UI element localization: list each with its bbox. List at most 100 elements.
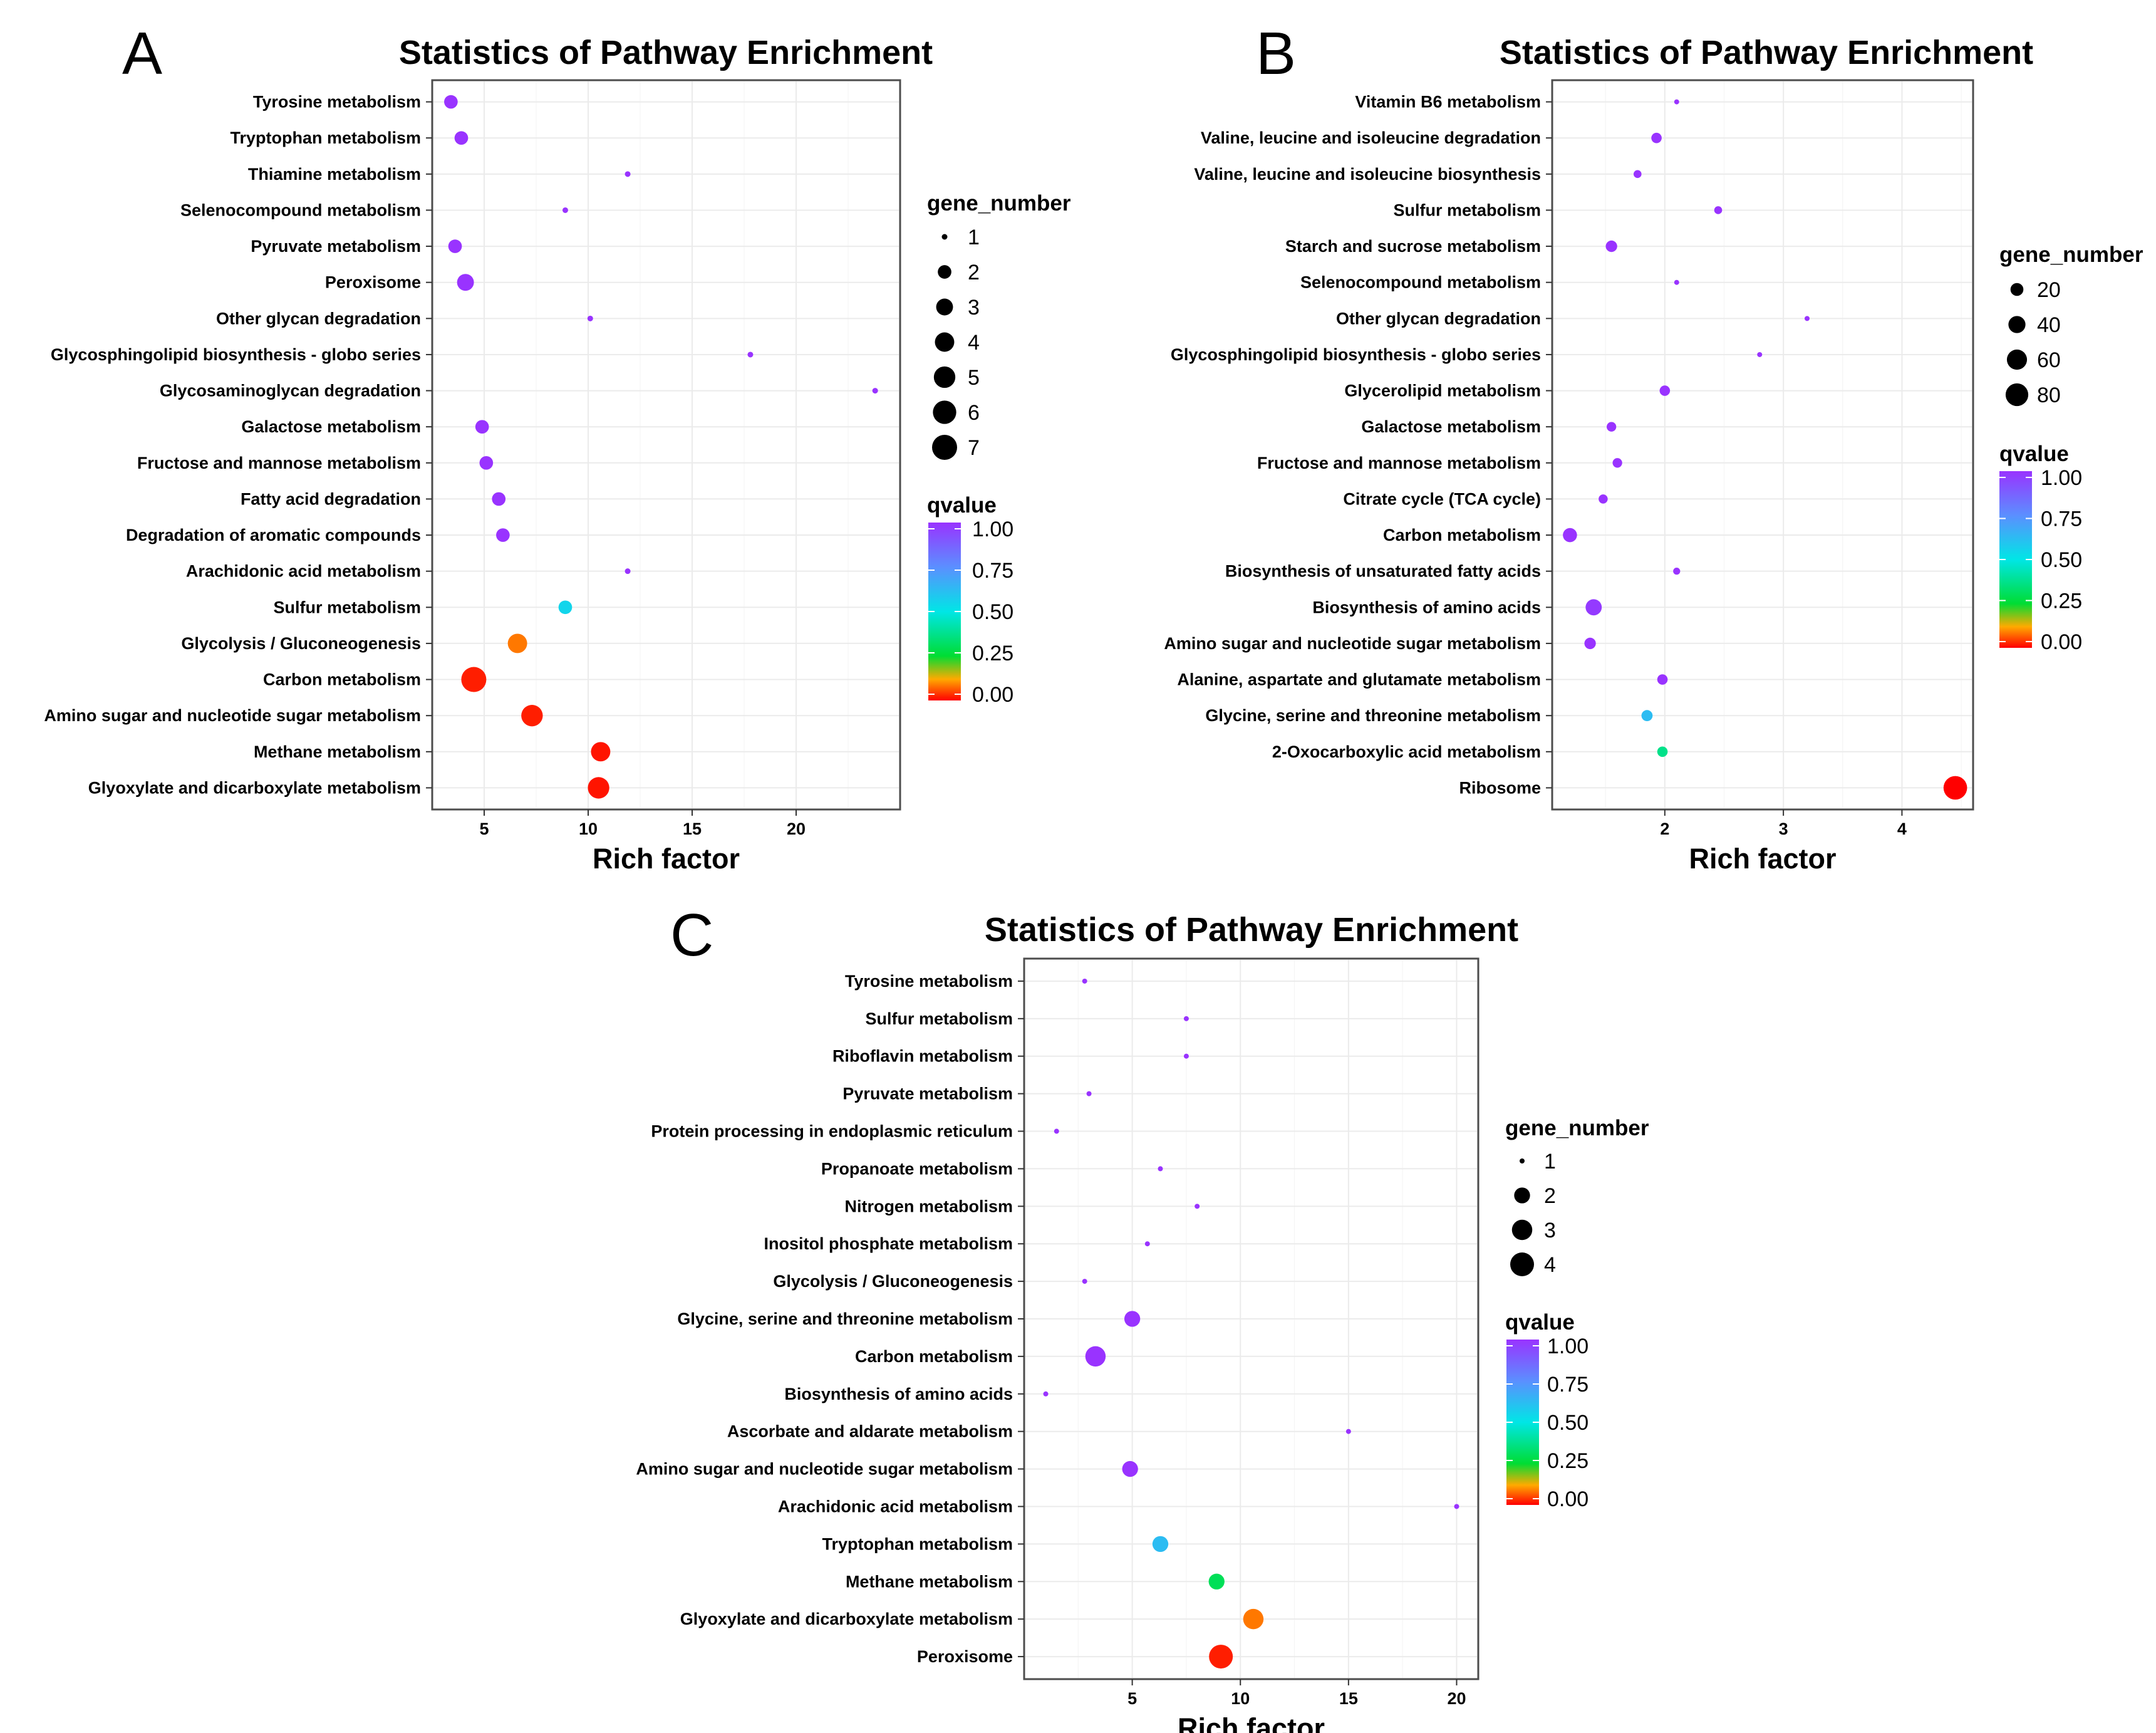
color-legend-label: 1.00	[2041, 466, 2082, 490]
y-tick-label: Peroxisome	[917, 1647, 1013, 1666]
data-point	[1651, 132, 1662, 143]
y-tick-label: Peroxisome	[325, 273, 421, 292]
y-tick-label: Selenocompound metabolism	[180, 200, 421, 219]
data-point	[1607, 422, 1617, 432]
y-tick-label: Glyoxylate and dicarboxylate metabolism	[680, 1610, 1013, 1628]
color-legend-label: 0.75	[1547, 1373, 1588, 1397]
data-point	[625, 568, 631, 575]
data-point	[1585, 599, 1602, 616]
data-point	[1757, 351, 1763, 357]
data-point	[1209, 1645, 1233, 1669]
size-legend-label: 7	[968, 436, 980, 460]
chart-title: Statistics of Pathway Enrichment	[985, 911, 1518, 949]
panel-c: Statistics of Pathway Enrichment Tyrosine…	[636, 911, 1649, 1733]
color-legend-label: 0.00	[972, 683, 1013, 707]
y-tick-label: Propanoate metabolism	[821, 1159, 1013, 1178]
size-legend-title: gene_number	[927, 191, 1071, 216]
size-legend-label: 1	[968, 226, 980, 249]
size-legend-dot	[2010, 283, 2024, 296]
y-tick-label: Ribosome	[1459, 778, 1541, 797]
data-point	[1641, 710, 1653, 722]
size-legend-label: 6	[968, 401, 980, 425]
y-axis: Vitamin B6 metabolism Valine, leucine and…	[1164, 93, 1552, 797]
panel-a: Statistics of Pathway Enrichment Tyrosine…	[44, 34, 1070, 875]
data-point	[1345, 1429, 1351, 1434]
size-legend-label: 4	[968, 331, 980, 355]
x-axis-title: Rich factor	[1178, 1712, 1325, 1733]
y-tick-label: Riboflavin metabolism	[832, 1047, 1013, 1066]
data-point	[1599, 494, 1608, 504]
size-legend: gene_number 1 2 3 4 5 6 7	[927, 191, 1071, 460]
y-tick-label: Carbon metabolism	[855, 1347, 1013, 1366]
y-tick-label: Sulfur metabolism	[865, 1009, 1013, 1028]
x-tick-label: 15	[1339, 1689, 1358, 1708]
y-tick-label: Glycine, serine and threonine metabolism	[677, 1309, 1013, 1328]
data-point	[1152, 1536, 1169, 1553]
data-point	[1043, 1391, 1049, 1397]
y-tick-label: Protein processing in endoplasmic reticu…	[651, 1122, 1013, 1141]
data-point	[1183, 1053, 1189, 1059]
y-tick-label: Glycosphingolipid biosynthesis - globo s…	[51, 345, 421, 364]
y-tick-label: Selenocompound metabolism	[1300, 273, 1541, 292]
y-tick-label: Glycine, serine and threonine metabolism	[1205, 706, 1541, 725]
data-point	[1674, 279, 1679, 285]
panel-letters: A B C	[122, 20, 1296, 969]
data-point	[591, 742, 611, 762]
color-legend-title: qvalue	[1505, 1310, 1575, 1335]
data-point	[475, 420, 489, 434]
x-tick-label: 10	[1231, 1689, 1250, 1708]
size-legend-label: 4	[1544, 1253, 1556, 1277]
color-legend-label: 0.50	[972, 600, 1013, 624]
data-point	[507, 633, 527, 653]
y-tick-label: Biosynthesis of amino acids	[1312, 598, 1541, 617]
data-point	[1673, 568, 1681, 575]
data-point	[1144, 1241, 1150, 1247]
data-points	[1043, 978, 1459, 1669]
y-tick-label: Glyoxylate and dicarboxylate metabolism	[88, 778, 421, 797]
size-legend-dot	[2006, 349, 2028, 370]
plot-area	[1551, 79, 1974, 811]
panel-b: Statistics of Pathway Enrichment Vitamin …	[1164, 34, 2143, 875]
y-tick-label: Starch and sucrose metabolism	[1285, 237, 1541, 256]
plot-area	[431, 79, 901, 811]
y-tick-label: Citrate cycle (TCA cycle)	[1343, 489, 1541, 508]
y-tick-label: Sulfur metabolism	[1393, 200, 1541, 219]
size-legend-label: 80	[2037, 383, 2061, 407]
grid	[1025, 960, 1477, 1678]
size-legend-dot	[933, 400, 956, 424]
data-point	[1082, 1279, 1087, 1284]
y-tick-label: Pyruvate metabolism	[251, 237, 421, 256]
panel-letter-a: A	[122, 20, 162, 87]
chart-title: Statistics of Pathway Enrichment	[1500, 34, 2033, 71]
y-tick-label: Other glycan degradation	[216, 309, 421, 328]
size-legend-label: 40	[2037, 313, 2061, 337]
color-legend-label: 0.75	[972, 559, 1013, 583]
size-legend-dot	[935, 332, 955, 352]
data-point	[1183, 1016, 1189, 1021]
size-legend-dot	[1514, 1187, 1530, 1204]
y-tick-label: Glycolysis / Gluconeogenesis	[181, 634, 421, 653]
y-tick-label: Tyrosine metabolism	[845, 972, 1013, 991]
x-axis-title: Rich factor	[1689, 843, 1836, 875]
data-point	[448, 239, 462, 253]
y-tick-label: Alanine, aspartate and glutamate metabol…	[1177, 670, 1541, 689]
data-point	[444, 95, 458, 109]
data-points	[1563, 99, 1967, 800]
y-tick-label: Glycerolipid metabolism	[1344, 382, 1541, 400]
data-point	[454, 131, 469, 145]
y-tick-label: Glycosphingolipid biosynthesis - globo s…	[1171, 345, 1541, 364]
y-tick-label: Thiamine metabolism	[248, 165, 421, 184]
data-point	[1158, 1166, 1163, 1172]
color-legend-label: 0.25	[1547, 1449, 1588, 1473]
y-tick-label: Degradation of aromatic compounds	[126, 526, 421, 544]
data-point	[1612, 458, 1622, 468]
y-tick-label: Glycolysis / Gluconeogenesis	[773, 1272, 1013, 1291]
color-legend-label: 0.50	[1547, 1411, 1588, 1435]
data-point	[747, 351, 754, 358]
size-legend-dot	[933, 366, 956, 388]
data-point	[496, 528, 510, 542]
size-legend-label: 3	[1544, 1219, 1556, 1242]
size-legend-dot	[932, 435, 957, 460]
